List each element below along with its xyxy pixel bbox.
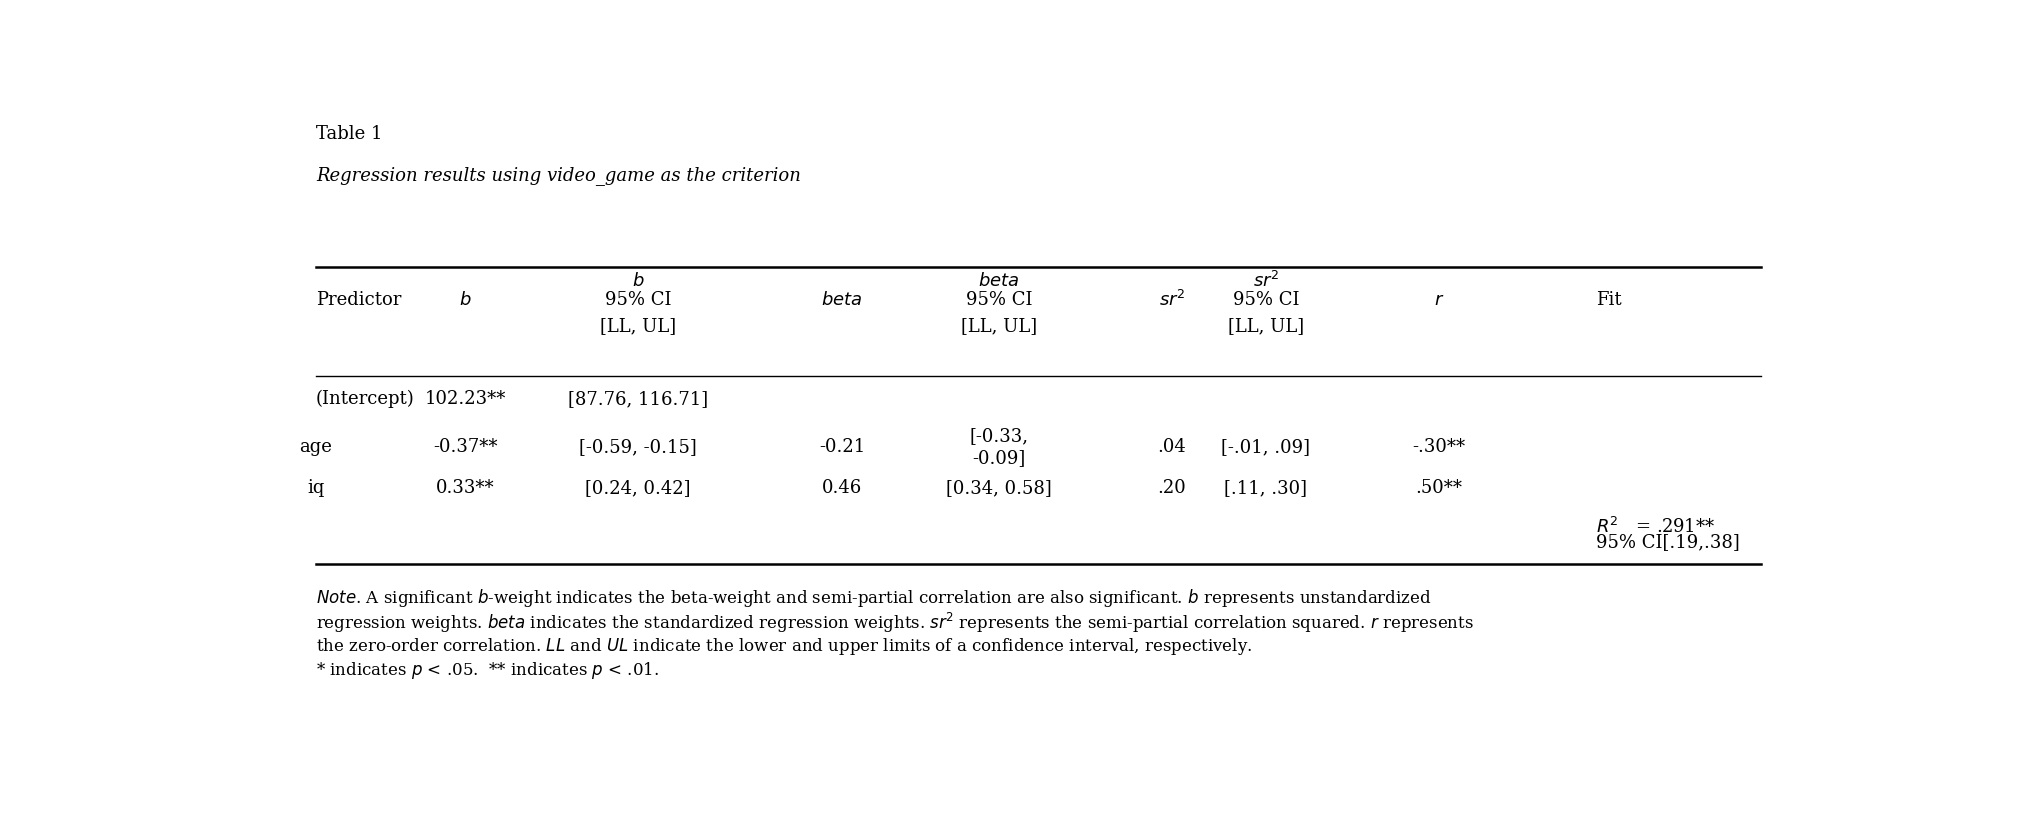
Text: .50**: .50**: [1416, 479, 1463, 497]
Text: .20: .20: [1157, 479, 1185, 497]
Text: [.11, .30]: [.11, .30]: [1224, 479, 1307, 497]
Text: 0.46: 0.46: [823, 479, 863, 497]
Text: -0.37**: -0.37**: [434, 437, 498, 456]
Text: 95% CI: 95% CI: [604, 291, 671, 308]
Text: [0.34, 0.58]: [0.34, 0.58]: [946, 479, 1051, 497]
Text: [-0.59, -0.15]: [-0.59, -0.15]: [579, 437, 697, 456]
Text: $beta$: $beta$: [979, 272, 1019, 289]
Text: the zero-order correlation. $\it{LL}$ and $\it{UL}$ indicate the lower and upper: the zero-order correlation. $\it{LL}$ an…: [316, 635, 1252, 656]
Text: -0.21: -0.21: [819, 437, 865, 456]
Text: * indicates $\it{p}$ < .05.  ** indicates $\it{p}$ < .01.: * indicates $\it{p}$ < .05. ** indicates…: [316, 659, 658, 680]
Text: 95% CI: 95% CI: [966, 291, 1033, 308]
Text: [LL, UL]: [LL, UL]: [960, 316, 1037, 334]
Text: $b$: $b$: [632, 272, 644, 289]
Text: [-0.33,
-0.09]: [-0.33, -0.09]: [970, 426, 1029, 466]
Text: Predictor: Predictor: [316, 291, 401, 308]
Text: [-.01, .09]: [-.01, .09]: [1222, 437, 1311, 456]
Text: iq: iq: [308, 479, 324, 497]
Text: 95% CI: 95% CI: [1232, 291, 1299, 308]
Text: 95% CI[.19,.38]: 95% CI[.19,.38]: [1596, 533, 1740, 551]
Text: $b$: $b$: [460, 291, 472, 308]
Text: Table 1: Table 1: [316, 125, 383, 143]
Text: $R^2$   = .291**: $R^2$ = .291**: [1596, 516, 1714, 536]
Text: 0.33**: 0.33**: [436, 479, 494, 497]
Text: age: age: [300, 437, 332, 456]
Text: $r$: $r$: [1434, 291, 1445, 308]
Text: [LL, UL]: [LL, UL]: [1228, 316, 1305, 334]
Text: [LL, UL]: [LL, UL]: [600, 316, 677, 334]
Text: 102.23**: 102.23**: [425, 390, 506, 408]
Text: $\it{Note}$. A significant $\it{b}$-weight indicates the beta-weight and semi-pa: $\it{Note}$. A significant $\it{b}$-weig…: [316, 586, 1432, 609]
Text: [87.76, 116.71]: [87.76, 116.71]: [567, 390, 707, 408]
Text: -.30**: -.30**: [1412, 437, 1465, 456]
Text: regression weights. $\it{beta}$ indicates the standardized regression weights. $: regression weights. $\it{beta}$ indicate…: [316, 610, 1475, 634]
Text: (Intercept): (Intercept): [316, 390, 415, 408]
Text: [0.24, 0.42]: [0.24, 0.42]: [586, 479, 691, 497]
Text: Regression results using video_game as the criterion: Regression results using video_game as t…: [316, 166, 800, 185]
Text: $sr^2$: $sr^2$: [1159, 289, 1185, 310]
Text: .04: .04: [1157, 437, 1185, 456]
Text: Fit: Fit: [1596, 291, 1621, 308]
Text: $beta$: $beta$: [821, 291, 863, 308]
Text: $sr^2$: $sr^2$: [1252, 270, 1278, 291]
